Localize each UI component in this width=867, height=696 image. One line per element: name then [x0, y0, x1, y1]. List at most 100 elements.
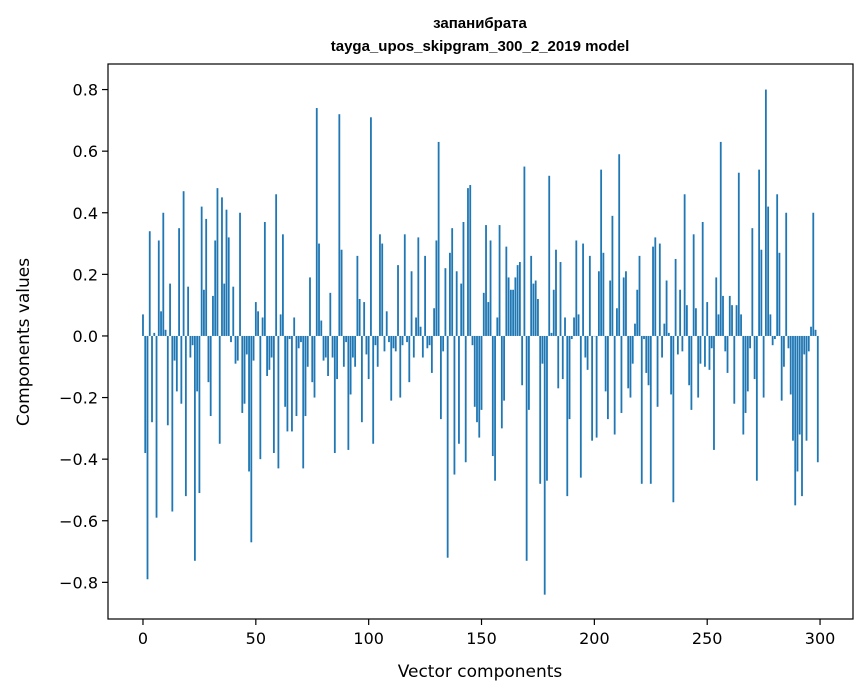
bar — [358, 298, 361, 336]
bar — [189, 335, 192, 358]
bar — [604, 335, 607, 392]
bar — [193, 335, 196, 561]
bar — [767, 206, 770, 336]
bar — [609, 280, 612, 336]
bar — [462, 221, 465, 336]
bar — [577, 314, 580, 336]
bar — [717, 314, 720, 336]
bar — [708, 335, 711, 370]
bar — [435, 240, 438, 336]
bar — [356, 255, 359, 336]
bar — [327, 335, 329, 376]
bar — [749, 335, 751, 349]
bar — [697, 335, 700, 398]
bar — [683, 194, 686, 336]
y-tick-label: −0.2 — [59, 389, 98, 408]
bar — [180, 335, 183, 404]
bar — [744, 335, 747, 413]
bar — [304, 335, 307, 417]
x-tick-label: 150 — [466, 629, 497, 648]
bar — [521, 335, 524, 386]
bar — [421, 335, 424, 358]
bar — [692, 234, 695, 336]
bar — [347, 335, 350, 450]
bar — [430, 335, 433, 373]
bar — [223, 283, 226, 336]
bar — [410, 271, 413, 336]
bar — [243, 335, 246, 404]
bar — [268, 335, 271, 370]
bar — [291, 335, 293, 432]
bar — [297, 335, 300, 349]
bar — [345, 335, 348, 343]
bar — [248, 335, 250, 472]
bar — [309, 277, 311, 336]
bar — [394, 335, 397, 352]
bar — [381, 243, 384, 336]
bar — [363, 302, 366, 336]
bar — [537, 298, 539, 336]
bar — [320, 320, 323, 336]
bar — [388, 335, 390, 343]
bar — [780, 335, 783, 401]
bar — [469, 185, 472, 336]
bar — [313, 335, 316, 398]
bar — [787, 335, 790, 349]
bar — [293, 317, 296, 336]
bar — [277, 335, 280, 469]
bar — [227, 237, 230, 336]
bar — [245, 335, 248, 355]
bar — [629, 335, 632, 398]
bar — [794, 335, 797, 506]
bar — [360, 335, 363, 423]
bar — [207, 335, 210, 383]
bar — [695, 308, 697, 336]
bar — [518, 262, 521, 336]
bar — [175, 335, 178, 392]
bar — [534, 280, 537, 336]
bar — [670, 335, 672, 395]
bar — [652, 246, 654, 336]
bar — [613, 335, 616, 435]
bar — [640, 335, 643, 484]
bar — [239, 212, 241, 336]
bar — [408, 335, 411, 383]
bar — [340, 249, 343, 336]
bar — [221, 197, 223, 336]
bar — [191, 335, 194, 346]
y-tick-label: 0.2 — [73, 265, 98, 284]
bar — [550, 332, 553, 336]
bar — [746, 335, 749, 392]
bar — [740, 314, 742, 336]
bar — [282, 234, 284, 336]
bar — [419, 326, 422, 336]
bar — [503, 335, 505, 401]
bar — [329, 292, 332, 336]
bar — [336, 335, 338, 380]
bar — [776, 194, 779, 336]
bar — [142, 314, 144, 336]
bar — [751, 228, 754, 336]
bar — [311, 335, 314, 383]
bar — [203, 289, 205, 336]
bar — [471, 335, 474, 346]
bar — [331, 335, 334, 358]
bar — [155, 335, 158, 518]
bar — [665, 280, 668, 336]
bar — [810, 326, 812, 336]
bar — [663, 323, 666, 336]
bar — [476, 335, 478, 423]
bar — [803, 335, 806, 355]
bar — [728, 295, 731, 336]
bar — [805, 335, 808, 441]
bar — [704, 335, 706, 367]
bar — [372, 335, 375, 444]
bar — [528, 335, 530, 410]
bar — [643, 335, 645, 340]
bar — [555, 249, 557, 336]
bar — [284, 335, 287, 407]
bar — [173, 335, 176, 361]
bar — [532, 283, 535, 336]
bar — [638, 255, 641, 336]
